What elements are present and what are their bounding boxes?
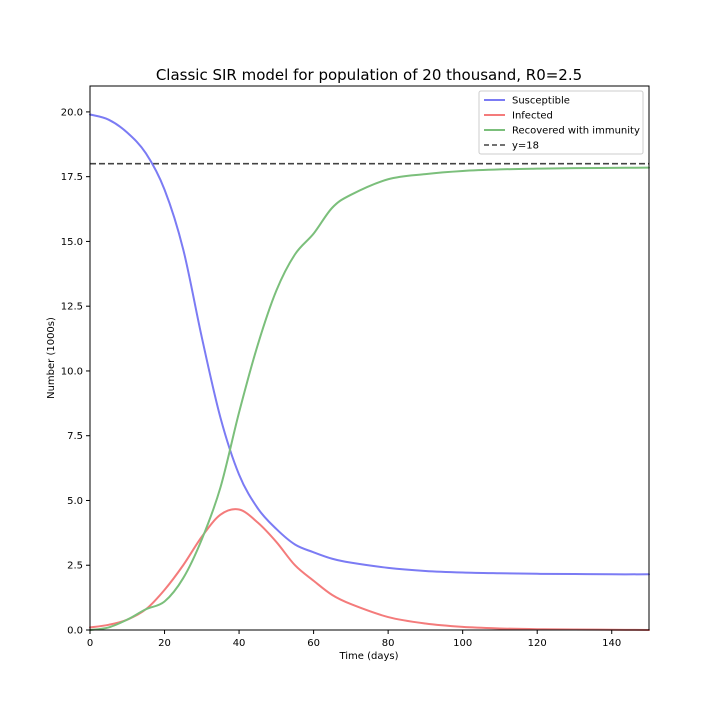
legend-label-recovered-with-immunity: Recovered with immunity (512, 126, 640, 137)
x-tick-label: 80 (382, 638, 395, 649)
legend-label-infected: Infected (512, 111, 553, 122)
y-tick-label: 12.5 (61, 302, 83, 313)
y-tick-label: 2.5 (67, 561, 83, 572)
y-tick-label: 17.5 (61, 172, 83, 183)
y-axis-ticks: 0.0 2.5 5.0 7.5 10.0 12.5 15.0 17.5 20.0 (61, 107, 90, 637)
y-tick-label: 10.0 (61, 366, 83, 377)
x-tick-label: 20 (158, 638, 171, 649)
plot-layer (89, 113, 650, 631)
plot-frame (89, 85, 650, 631)
series-line-susceptible (89, 113, 650, 576)
series-line-recovered-with-immunity (89, 166, 650, 631)
x-axis-ticks: 0 20 40 60 80 100 120 140 (87, 630, 621, 649)
y-tick-label: 20.0 (61, 107, 83, 118)
y-tick-label: 15.0 (61, 237, 83, 248)
chart-title: Classic SIR model for population of 20 t… (156, 66, 582, 84)
legend: Susceptible Infected Recovered with immuni… (478, 90, 644, 155)
x-tick-label: 140 (602, 638, 621, 649)
legend-box (478, 90, 644, 155)
legend-label-y-18: y=18 (512, 141, 539, 152)
x-tick-label: 60 (307, 638, 320, 649)
series-line-infected (89, 508, 650, 631)
x-tick-label: 0 (87, 638, 93, 649)
y-axis-label: Number (1000s) (46, 317, 57, 399)
y-tick-label: 7.5 (67, 431, 83, 442)
x-tick-label: 40 (233, 638, 246, 649)
y-tick-label: 0.0 (67, 626, 83, 637)
x-axis-label: Time (days) (338, 651, 398, 662)
x-tick-label: 120 (528, 638, 547, 649)
y-tick-label: 5.0 (67, 496, 83, 507)
x-tick-label: 100 (453, 638, 472, 649)
legend-label-susceptible: Susceptible (512, 96, 570, 107)
